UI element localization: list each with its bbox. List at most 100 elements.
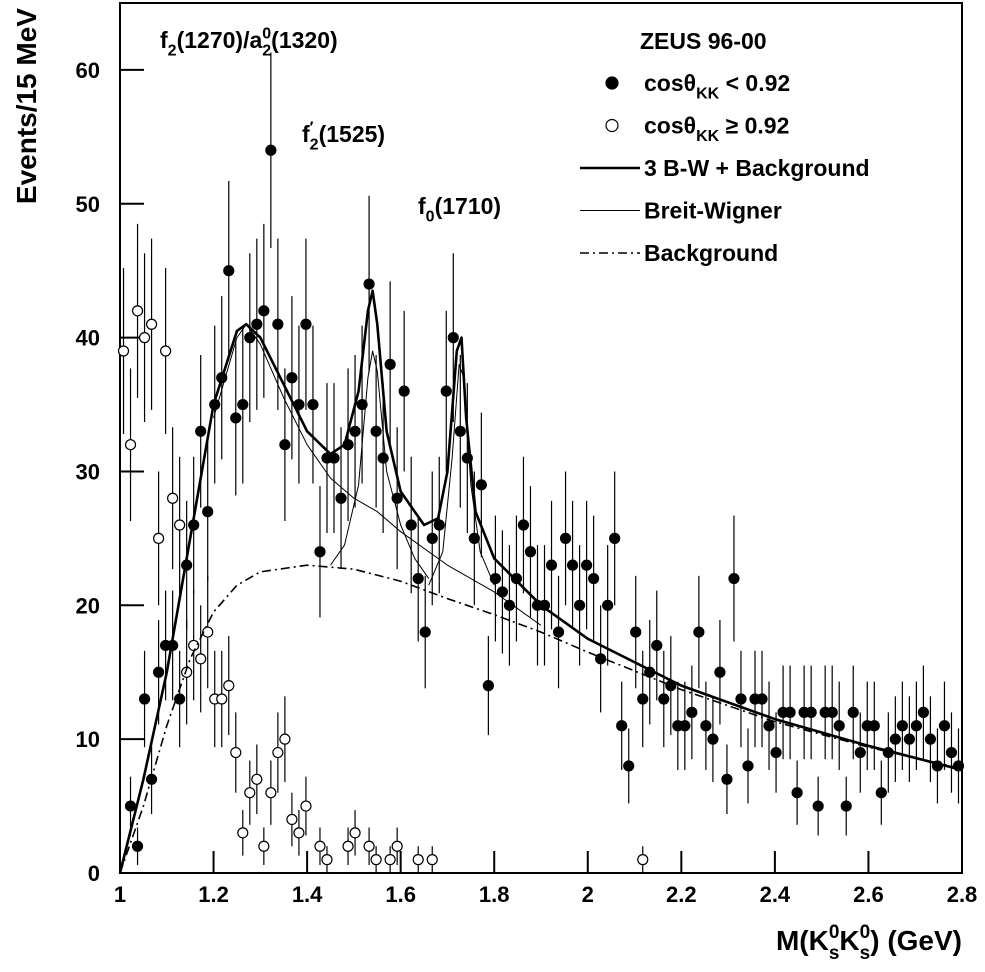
- data-point: [742, 760, 754, 772]
- data-point: [349, 425, 361, 437]
- data-point: [756, 693, 768, 705]
- data-point: [370, 854, 382, 866]
- data-point: [784, 706, 796, 718]
- data-point: [707, 733, 719, 745]
- fit-curve: [118, 289, 963, 874]
- legend-label: cosθKK < 0.92: [644, 70, 790, 102]
- data-point: [244, 332, 256, 344]
- data-point: [124, 800, 137, 812]
- text-part: 0: [426, 208, 435, 225]
- data-point: [391, 840, 403, 852]
- x-tick-label: 2.8: [947, 882, 978, 907]
- data-point: [889, 733, 901, 745]
- data-point: [145, 318, 158, 330]
- data-point: [152, 666, 165, 678]
- text-part: 2: [262, 42, 271, 59]
- x-axis-title: M(K0 sK0 s) (GeV): [776, 922, 962, 964]
- data-point: [124, 439, 137, 451]
- data-point: [419, 626, 431, 638]
- data-point: [349, 827, 361, 839]
- plot-frame: [119, 2, 963, 874]
- text-part: M(K: [776, 925, 829, 956]
- data-point: [468, 532, 480, 544]
- data-point: [384, 854, 396, 866]
- data-point: [763, 720, 775, 732]
- data-point: [524, 546, 537, 558]
- data-point: [258, 305, 270, 317]
- data-point: [875, 787, 887, 799]
- data-point: [244, 787, 256, 799]
- data-point: [412, 572, 424, 585]
- data-point: [630, 626, 642, 638]
- data-point: [237, 398, 249, 411]
- legend-marker: [605, 118, 619, 133]
- y-tick-label: 0: [88, 861, 100, 886]
- data-point: [258, 840, 270, 852]
- x-tick-label: 2.6: [853, 882, 884, 907]
- legend-label: Background: [644, 240, 778, 266]
- data-point: [300, 318, 312, 330]
- data-point: [160, 345, 172, 357]
- data-point: [265, 144, 277, 156]
- data-point: [433, 519, 445, 531]
- text-part: KK: [696, 85, 720, 102]
- data-point: [272, 318, 284, 330]
- data-point: [377, 452, 389, 464]
- data-point: [426, 854, 438, 866]
- data-point: [602, 599, 614, 611]
- data-point: [300, 800, 312, 812]
- data-point: [658, 693, 670, 705]
- text-part: (1270)/a: [177, 27, 263, 53]
- y-tick-label: 40: [76, 326, 100, 351]
- data-point: [496, 586, 509, 598]
- data-point: [868, 720, 880, 732]
- data-point: [293, 827, 305, 839]
- data-point: [223, 680, 235, 692]
- text-part: 0: [860, 922, 871, 943]
- data-point: [721, 773, 733, 785]
- text-part: f: [302, 121, 310, 147]
- text-part: Background: [644, 240, 778, 266]
- text-part: KK: [696, 128, 720, 145]
- data-point: [265, 787, 277, 799]
- text-part: (1320): [271, 27, 337, 53]
- data-point: [945, 746, 958, 759]
- data-point: [426, 532, 438, 544]
- data-point: [195, 653, 207, 665]
- data-point: [679, 720, 691, 732]
- text-part: 2: [310, 136, 319, 153]
- y-axis-title: Events/15 MeV: [11, 8, 42, 204]
- text-part: f: [160, 27, 168, 53]
- text-part: f: [418, 193, 426, 219]
- data-point: [840, 800, 852, 812]
- data-point: [728, 572, 740, 585]
- data-point: [335, 492, 347, 504]
- data-point: [131, 840, 144, 852]
- data-point: [833, 720, 845, 732]
- data-point: [847, 706, 859, 718]
- data-point: [637, 854, 649, 866]
- data-point: [552, 626, 565, 638]
- data-point: [174, 519, 186, 531]
- data-point: [693, 626, 705, 638]
- x-tick-label: 2: [582, 882, 594, 907]
- data-point: [510, 572, 523, 585]
- data-point: [152, 532, 165, 544]
- y-tick-label: 50: [76, 192, 100, 217]
- data-point: [131, 305, 144, 317]
- data-point: [770, 746, 782, 759]
- data-point: [321, 854, 333, 866]
- text-part: ′: [310, 119, 314, 136]
- text-part: 0: [262, 25, 271, 42]
- data-point: [286, 813, 298, 826]
- data-point: [896, 720, 908, 732]
- data-point: [637, 693, 649, 705]
- data-point: [138, 332, 151, 344]
- fit-curve: [119, 564, 963, 874]
- data-point: [566, 559, 579, 571]
- data-point: [412, 854, 424, 866]
- fit-curve: [213, 323, 542, 626]
- legend-label: 3 B-W + Background: [644, 155, 870, 181]
